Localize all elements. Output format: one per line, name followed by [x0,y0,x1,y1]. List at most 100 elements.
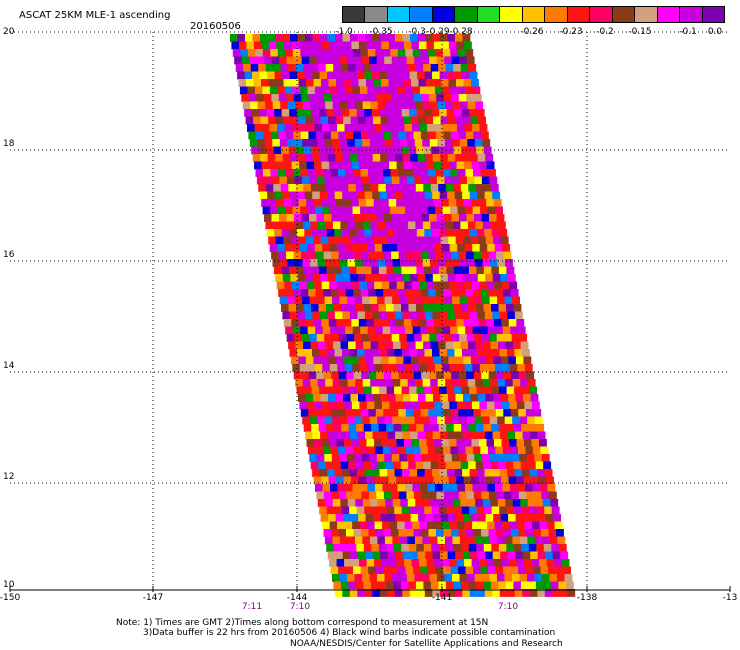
wind-cell [325,461,334,470]
wind-cell [377,536,386,545]
wind-cell [495,409,504,417]
wind-cell [406,371,415,380]
wind-cell [367,364,376,372]
wind-cell [467,259,476,267]
wind-cell [256,176,265,185]
wind-cell [454,229,463,237]
wind-cell [309,214,317,222]
wind-cell [419,521,428,530]
wind-cell [330,131,339,140]
wind-cell [319,229,328,237]
wind-cell [346,334,355,342]
wind-cell [369,416,378,425]
wind-cell [515,356,524,365]
wind-cell [359,439,367,447]
wind-cell [465,169,474,177]
wind-cell [523,394,531,402]
wind-cell [484,589,493,597]
wind-cell [435,484,443,492]
wind-cell [423,581,432,590]
wind-cell [459,214,467,222]
wind-cell [506,266,515,275]
wind-cell [370,581,379,590]
wind-cell [442,124,450,132]
wind-cell [484,506,493,515]
wind-cell [362,296,370,305]
wind-cell [260,34,268,42]
wind-cell [535,461,544,470]
wind-cell [412,86,421,95]
wind-cell [473,371,482,380]
wind-cell [405,409,414,417]
time-label-0: 7:11 [241,602,263,612]
wind-cell [327,274,336,282]
wind-cell [344,364,353,372]
wind-cell [347,536,356,545]
wind-cell [311,424,320,432]
wind-cell [300,289,309,297]
wind-cell [239,86,248,95]
wind-cell [491,229,500,237]
time-label-1: 7:10 [289,602,311,612]
wind-cell [472,446,481,455]
wind-cell [350,551,359,560]
wind-cell [501,476,509,485]
wind-cell [311,304,319,312]
wind-cell [407,536,416,545]
wind-cell [369,139,378,147]
wind-cell [452,139,461,147]
wind-cell [377,499,386,507]
wind-cell [464,281,473,290]
wind-cell [351,476,359,485]
wind-cell [364,109,373,117]
wind-cell [272,259,281,267]
wind-cell [374,281,383,290]
wind-cell [457,446,466,455]
wind-cell [329,124,338,132]
wind-cell [363,184,372,192]
wind-cell [452,221,461,230]
wind-cell [390,566,399,575]
wind-cell [283,79,292,87]
wind-cell [297,34,306,42]
wind-cell [491,424,500,432]
wind-cell [457,206,466,215]
wind-cell [522,431,531,440]
wind-cell [479,364,488,372]
wind-cell [373,514,381,522]
wind-cell [485,356,494,365]
wind-cell [500,514,509,522]
wind-cell [265,221,274,230]
wind-cell [463,199,472,207]
wind-cell [430,499,439,507]
wind-cell [339,454,348,462]
wind-cell [306,79,314,87]
wind-cell [509,281,518,290]
wind-cell [301,334,310,342]
wind-cell [463,319,472,327]
wind-cell [376,214,385,222]
wind-cell [424,109,433,117]
wind-cell [395,356,404,365]
wind-cell [357,589,366,597]
wind-cell [451,176,460,185]
wind-cell [312,311,321,320]
wind-cell [430,341,439,350]
wind-cell [332,296,340,305]
wind-cell [466,371,475,380]
wind-cell [551,506,560,515]
wind-cell [425,551,434,560]
wind-cell [380,154,389,162]
wind-cell [381,281,390,290]
wind-cell [476,266,485,275]
wind-cell [280,259,288,267]
wind-cell [341,424,350,432]
wind-cell [409,191,418,200]
wind-cell [412,244,421,252]
wind-cell [295,379,304,387]
wind-cell [429,454,438,462]
wind-cell [362,379,371,387]
wind-cell [389,364,398,372]
wind-cell [503,491,512,500]
wind-cell [420,326,429,335]
